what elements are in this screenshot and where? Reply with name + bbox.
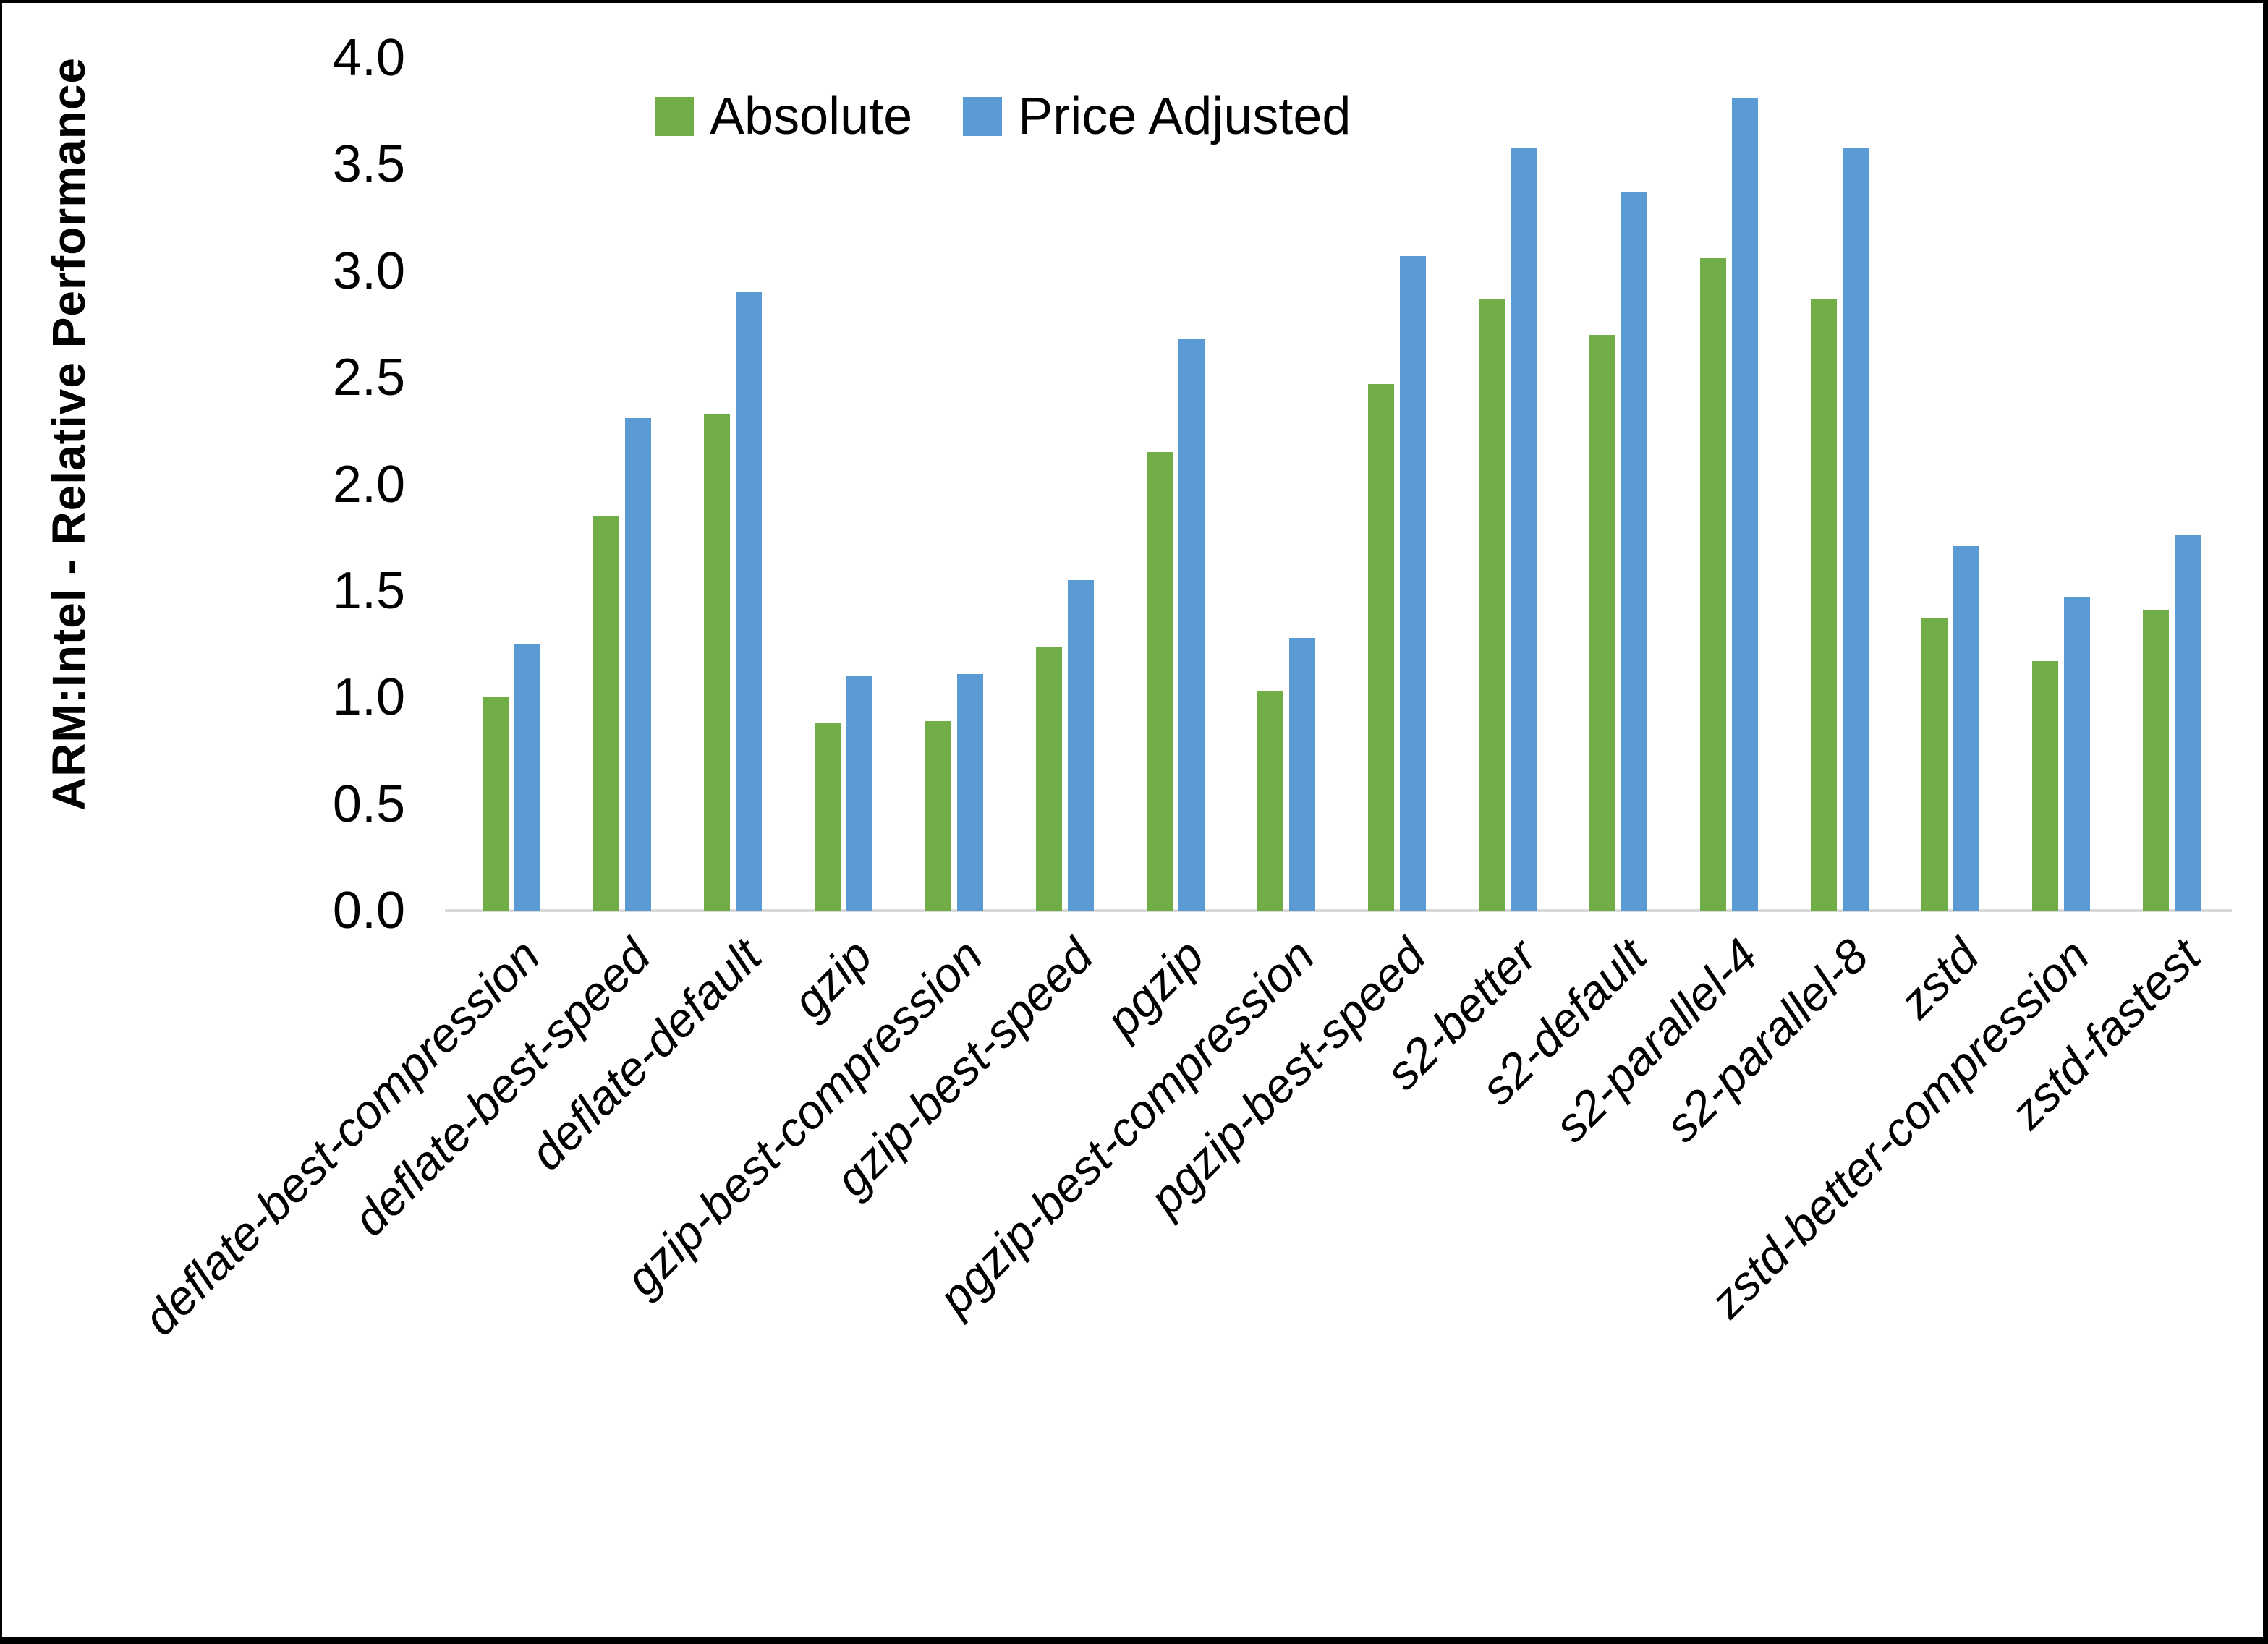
bar-price-adjusted-s2-default bbox=[1621, 192, 1647, 911]
bar-absolute-deflate-best-speed bbox=[593, 516, 619, 911]
frame-border-left bbox=[0, 0, 2, 1644]
bar-price-adjusted-gzip-best-compression bbox=[957, 673, 983, 911]
bar-absolute-gzip-best-speed bbox=[1036, 646, 1062, 911]
bar-absolute-zstd bbox=[1921, 618, 1948, 911]
bar-price-adjusted-zstd-fastest bbox=[2175, 535, 2201, 911]
bar-price-adjusted-zstd-better-compression bbox=[2064, 597, 2090, 911]
x-axis-line bbox=[445, 909, 2232, 912]
y-axis-tick-label: 3.0 bbox=[332, 242, 405, 300]
legend-label: Absolute bbox=[710, 88, 913, 145]
bar-price-adjusted-deflate-best-speed bbox=[625, 418, 651, 911]
y-axis-tick-label: 1.5 bbox=[332, 561, 405, 620]
bar-absolute-gzip bbox=[815, 723, 841, 911]
y-axis-tick-label: 0.0 bbox=[332, 882, 405, 940]
bar-price-adjusted-gzip bbox=[846, 676, 872, 911]
y-axis-tick-label: 4.0 bbox=[332, 29, 405, 87]
bar-absolute-zstd-fastest bbox=[2143, 610, 2169, 911]
y-axis-tick-label: 1.0 bbox=[332, 668, 405, 727]
legend-item-absolute: Absolute bbox=[655, 87, 912, 146]
frame-border-top bbox=[0, 0, 2268, 3]
legend-swatch-icon bbox=[655, 97, 694, 136]
bar-absolute-deflate-default bbox=[704, 414, 730, 911]
bar-price-adjusted-gzip-best-speed bbox=[1068, 580, 1094, 911]
legend-item-price-adjusted: Price Adjusted bbox=[963, 87, 1351, 146]
bar-price-adjusted-pgzip bbox=[1178, 339, 1205, 911]
y-axis-tick-label: 0.5 bbox=[332, 775, 405, 833]
y-axis-tick-label: 3.5 bbox=[332, 135, 405, 194]
bar-absolute-deflate-best-compression bbox=[483, 697, 509, 911]
bar-price-adjusted-pgzip-best-speed bbox=[1400, 256, 1426, 911]
frame-border-bottom bbox=[0, 1637, 2268, 1644]
bar-price-adjusted-s2-parallel-8 bbox=[1843, 147, 1869, 911]
y-axis-tick-label: 2.5 bbox=[332, 349, 405, 407]
legend: Absolute Price Adjusted bbox=[655, 87, 1351, 146]
y-axis-tick-label: 2.0 bbox=[332, 455, 405, 514]
frame-border-right bbox=[2263, 0, 2268, 1644]
bar-absolute-s2-better bbox=[1479, 299, 1505, 911]
bar-absolute-s2-parallel-4 bbox=[1700, 258, 1726, 911]
bar-absolute-zstd-better-compression bbox=[2032, 661, 2058, 911]
bar-price-adjusted-s2-parallel-4 bbox=[1732, 98, 1758, 911]
bar-absolute-pgzip-best-compression bbox=[1257, 691, 1283, 911]
bar-absolute-s2-parallel-8 bbox=[1811, 299, 1837, 911]
bar-price-adjusted-deflate-default bbox=[736, 292, 762, 911]
bar-absolute-pgzip bbox=[1147, 452, 1173, 911]
legend-label: Price Adjusted bbox=[1018, 88, 1351, 145]
bar-price-adjusted-pgzip-best-compression bbox=[1289, 637, 1315, 911]
bar-price-adjusted-zstd bbox=[1953, 545, 1979, 911]
bar-price-adjusted-s2-better bbox=[1511, 147, 1537, 911]
bar-absolute-gzip-best-compression bbox=[925, 720, 951, 911]
bar-price-adjusted-deflate-best-compression bbox=[514, 644, 540, 911]
bar-absolute-pgzip-best-speed bbox=[1368, 383, 1394, 911]
bar-absolute-s2-default bbox=[1589, 335, 1615, 911]
legend-swatch-icon bbox=[963, 97, 1003, 136]
